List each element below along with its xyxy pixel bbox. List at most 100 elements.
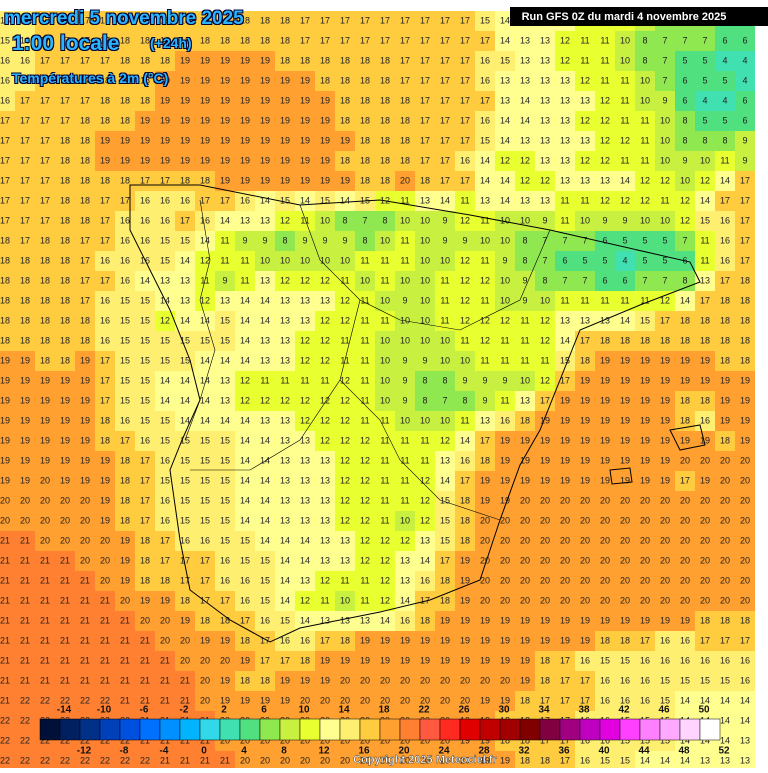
temperature-value: 20 (20, 495, 30, 505)
temperature-value: 19 (580, 435, 590, 445)
temperature-cell (315, 31, 335, 51)
legend-swatch (399, 718, 421, 741)
temperature-value: 10 (500, 275, 510, 285)
temperature-cell (715, 51, 735, 71)
temperature-cell (475, 151, 495, 171)
temperature-value: 12 (340, 295, 350, 305)
temperature-value: 18 (80, 215, 90, 225)
temperature-cell (275, 191, 295, 211)
temperature-cell (115, 11, 135, 31)
temperature-value: 12 (440, 435, 450, 445)
temperature-value: 15 (140, 415, 150, 425)
temperature-cell (715, 31, 735, 51)
temperature-cell (295, 91, 315, 111)
temperature-value: 19 (580, 375, 590, 385)
temperature-cell (535, 271, 555, 291)
temperature-cell (55, 311, 75, 331)
temperature-cell (735, 191, 755, 211)
temperature-value: 13 (280, 415, 290, 425)
temperature-value: 12 (600, 115, 610, 125)
temperature-value: 11 (320, 595, 329, 605)
temperature-cell (655, 311, 675, 331)
temperature-value: 19 (320, 175, 330, 185)
temperature-cell (415, 71, 435, 91)
temperature-cell (135, 331, 155, 351)
temperature-value: 12 (540, 335, 550, 345)
temperature-value: 12 (300, 415, 310, 425)
temperature-value: 18 (380, 95, 390, 105)
temperature-cell (295, 291, 315, 311)
temperature-cell (255, 231, 275, 251)
temperature-cell (655, 211, 675, 231)
temperature-value: 19 (500, 435, 510, 445)
temperature-value: 15 (240, 535, 250, 545)
temperature-value: 4 (722, 95, 727, 105)
temperature-cell (575, 291, 595, 311)
temperature-cell (0, 191, 15, 211)
temperature-value: 19 (620, 475, 630, 485)
temperature-cell (715, 71, 735, 91)
temperature-value: 19 (540, 475, 550, 485)
temperature-value: 9 (442, 235, 447, 245)
temperature-value: 18 (680, 395, 690, 405)
temperature-cell (335, 171, 355, 191)
temperature-value: 21 (140, 655, 150, 665)
temperature-value: 17 (40, 95, 50, 105)
temperature-value: 12 (580, 155, 590, 165)
temperature-cell (695, 131, 715, 151)
temperature-value: 8 (642, 35, 647, 45)
temperature-value: 18 (340, 115, 350, 125)
temperature-value: 17 (440, 15, 450, 25)
temperature-cell (695, 251, 715, 271)
temperature-value: 16 (580, 655, 590, 665)
temperature-value: 8 (522, 255, 527, 265)
temperature-cell (515, 131, 535, 151)
temperature-value: 21 (0, 615, 10, 625)
temperature-cell (535, 191, 555, 211)
temperature-cell (35, 211, 55, 231)
temperature-cell (215, 231, 235, 251)
temperature-cell (235, 251, 255, 271)
temperature-value: 11 (360, 315, 369, 325)
temperature-value: 13 (260, 335, 270, 345)
temperature-value: 12 (280, 395, 290, 405)
temperature-value: 16 (160, 215, 170, 225)
temperature-value: 17 (440, 135, 450, 145)
temperature-value: 19 (620, 395, 630, 405)
temperature-value: 17 (240, 615, 250, 625)
temperature-cell (455, 251, 475, 271)
temperature-value: 20 (660, 535, 670, 545)
temperature-value: 12 (680, 195, 690, 205)
legend-swatch (259, 718, 281, 741)
temperature-value: 12 (200, 255, 210, 265)
temperature-cell (495, 231, 515, 251)
temperature-value: 19 (660, 355, 670, 365)
temperature-cell (55, 211, 75, 231)
temperature-cell (535, 251, 555, 271)
temperature-value: 21 (40, 575, 50, 585)
temperature-cell (55, 11, 75, 31)
temperature-value: 8 (642, 55, 647, 65)
temperature-cell (275, 91, 295, 111)
temperature-value: 11 (560, 295, 569, 305)
temperature-value: 17 (80, 255, 90, 265)
temperature-value: 17 (220, 195, 230, 205)
temperature-cell (135, 31, 155, 51)
temperature-value: 18 (600, 335, 610, 345)
temperature-cell (575, 271, 595, 291)
temperature-value: 19 (480, 635, 490, 645)
temperature-value: 19 (600, 415, 610, 425)
temperature-value: 18 (700, 395, 710, 405)
temperature-value: 18 (40, 235, 50, 245)
temperature-cell (635, 111, 655, 131)
temperature-value: 20 (740, 475, 750, 485)
temperature-value: 19 (660, 395, 670, 405)
temperature-value: 20 (420, 675, 430, 685)
temperature-cell (515, 191, 535, 211)
temperature-value: 17 (320, 15, 330, 25)
temperature-value: 10 (420, 215, 430, 225)
temperature-value: 11 (360, 375, 369, 385)
temperature-value: 19 (640, 395, 650, 405)
temperature-cell (175, 231, 195, 251)
temperature-value: 21 (0, 675, 10, 685)
